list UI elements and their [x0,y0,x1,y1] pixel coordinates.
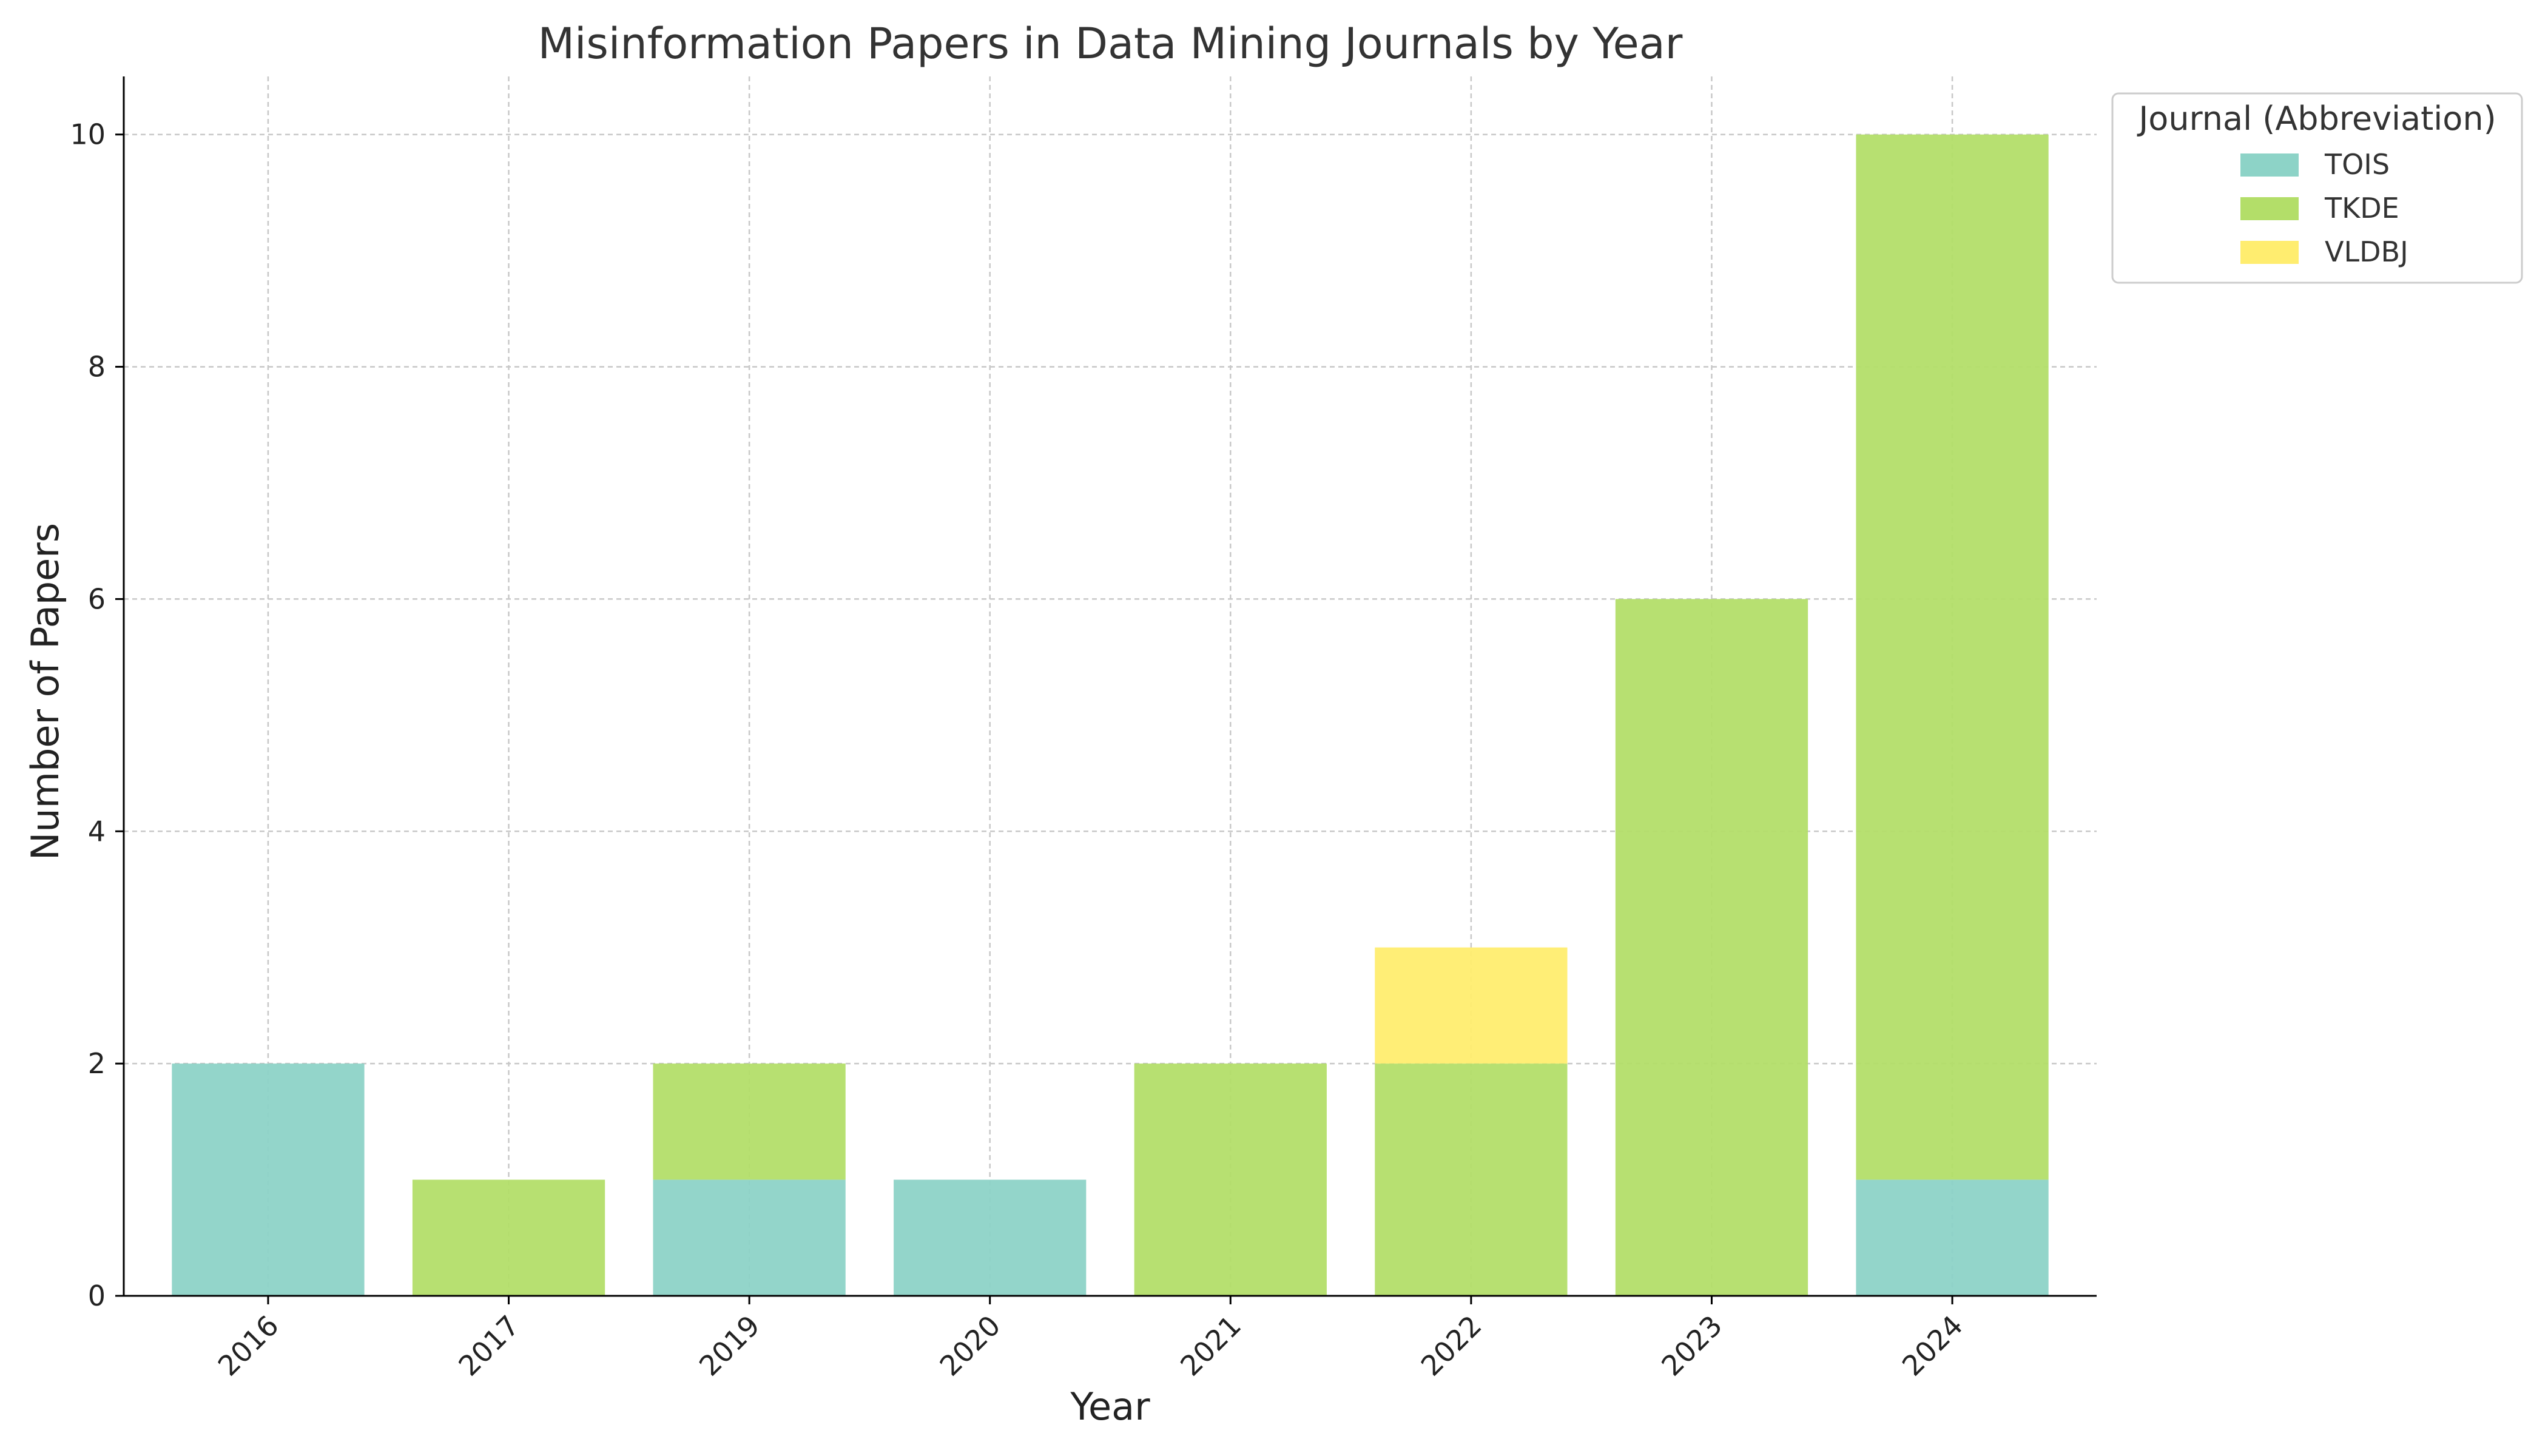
bar-vldbj-2022 [1375,947,1568,1064]
x-tick-label: 2019 [693,1309,766,1383]
bar-tkde-2019 [653,1063,846,1180]
y-tick-label: 10 [70,118,106,151]
legend-title: Journal (Abbreviation) [2137,99,2496,138]
y-axis-label: Number of Papers [23,523,67,860]
x-axis-label: Year [1070,1384,1150,1429]
legend-frame [2111,92,2523,284]
legend: Journal (Abbreviation) TOIS TKDE VLDBJ [2111,92,2523,284]
y-tick-label: 2 [88,1047,106,1080]
bar-tois-2019 [653,1179,846,1296]
bars [172,134,2049,1296]
bar-tois-2024 [1856,1179,2049,1296]
y-tick-label: 4 [88,815,106,848]
bar-tkde-2024 [1856,134,2049,1180]
bar-tkde-2017 [412,1179,605,1296]
x-tick-label: 2016 [212,1309,285,1383]
bar-tois-2016 [172,1063,365,1296]
legend-label-tkde: TKDE [2324,192,2399,224]
y-tick-label: 8 [88,351,106,383]
axes [123,76,2097,1297]
x-tick-label: 2024 [1896,1309,1969,1383]
bar-tkde-2023 [1615,599,1808,1296]
bar-tkde-2021 [1134,1063,1327,1296]
y-tick-label: 0 [88,1279,106,1312]
x-tick-label: 2017 [452,1309,525,1383]
bar-tois-2020 [894,1179,1087,1296]
x-tick-label: 2022 [1415,1309,1488,1383]
legend-swatch-vldbj [2240,241,2299,264]
legend-label-tois: TOIS [2324,148,2390,181]
x-tick-label: 2023 [1655,1309,1728,1383]
y-tick-label: 6 [88,582,106,615]
x-tick-label: 2020 [934,1309,1007,1383]
legend-swatch-tkde [2240,197,2299,220]
legend-items: TOIS TKDE VLDBJ [2240,148,2408,268]
legend-swatch-tois [2240,153,2299,177]
bar-tkde-2022 [1375,1063,1568,1296]
legend-label-vldbj: VLDBJ [2325,235,2408,268]
chart-title: Misinformation Papers in Data Mining Jou… [538,19,1683,69]
x-tick-label: 2021 [1174,1309,1247,1383]
